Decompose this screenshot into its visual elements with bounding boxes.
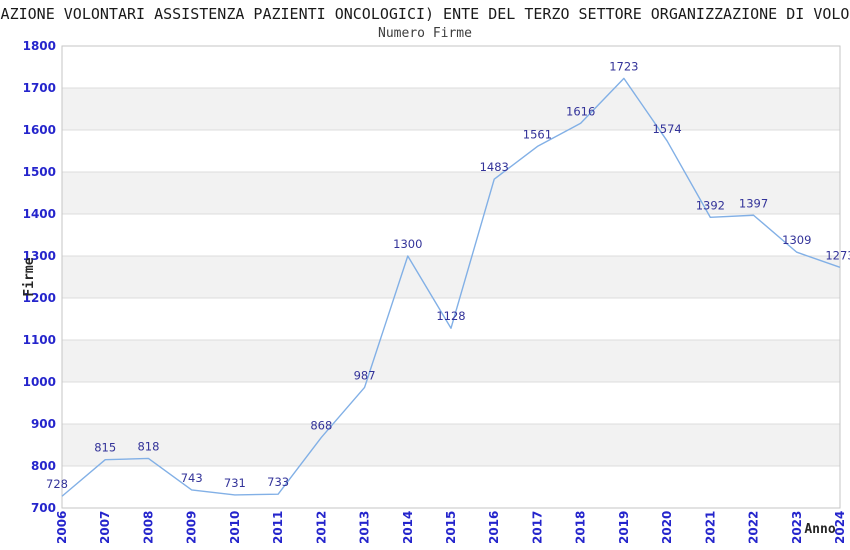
y-tick-label: 1800 — [23, 39, 56, 53]
plot-border — [61, 45, 841, 509]
x-tick-label: 2006 — [55, 511, 69, 544]
chart-title: IAZIONE VOLONTARI ASSISTENZA PAZIENTI ON… — [0, 5, 850, 23]
x-tick-label: 2010 — [228, 511, 242, 544]
data-point-label: 1483 — [480, 160, 509, 174]
data-point-label: 1300 — [393, 237, 422, 251]
band-row — [62, 88, 840, 130]
data-point-label: 1309 — [782, 233, 811, 247]
y-tick-label: 1300 — [23, 249, 56, 263]
y-tick-label: 1100 — [23, 333, 56, 347]
x-tick-label: 2017 — [530, 511, 544, 544]
band-row — [62, 340, 840, 382]
data-point-label: 728 — [46, 477, 68, 491]
x-tick-label: 2016 — [487, 511, 501, 544]
x-tick-label: 2013 — [358, 511, 372, 544]
y-tick-label: 800 — [31, 459, 56, 473]
data-point-label: 1273 — [825, 248, 850, 262]
data-point-label: 987 — [354, 368, 376, 382]
x-tick-label: 2018 — [574, 511, 588, 544]
x-tick-label: 2021 — [703, 511, 717, 544]
data-point-label: 1616 — [566, 104, 595, 118]
y-tick-label: 1700 — [23, 81, 56, 95]
x-tick-label: 2009 — [185, 511, 199, 544]
band-row — [62, 172, 840, 214]
y-tick-label: 1500 — [23, 165, 56, 179]
x-tick-label: 2012 — [314, 511, 328, 544]
y-tick-label: 700 — [31, 501, 56, 515]
y-axis-title: Firme — [22, 257, 37, 296]
x-tick-label: 2019 — [617, 511, 631, 544]
x-tick-label: 2011 — [271, 511, 285, 544]
data-point-label: 815 — [94, 441, 116, 455]
x-tick-label: 2024 — [833, 511, 847, 544]
data-point-label: 733 — [267, 475, 289, 489]
x-tick-label: 2015 — [444, 511, 458, 544]
x-tick-label: 2020 — [660, 511, 674, 544]
x-tick-label: 2014 — [401, 511, 415, 544]
data-point-label: 743 — [181, 471, 203, 485]
data-line — [61, 77, 841, 497]
data-point-label: 1574 — [652, 122, 681, 136]
y-tick-label: 1600 — [23, 123, 56, 137]
data-point-label: 1561 — [523, 127, 552, 141]
data-point-label: 818 — [137, 439, 159, 453]
data-point-label: 1392 — [696, 198, 725, 212]
y-tick-label: 1400 — [23, 207, 56, 221]
band-row — [62, 256, 840, 298]
y-tick-label: 1000 — [23, 375, 56, 389]
x-tick-label: 2023 — [790, 511, 804, 544]
x-axis-title: Anno — [804, 522, 835, 537]
data-point-label: 1397 — [739, 196, 768, 210]
y-tick-label: 1200 — [23, 291, 56, 305]
x-tick-label: 2008 — [141, 511, 155, 544]
y-tick-label: 900 — [31, 417, 56, 431]
band-row — [62, 424, 840, 466]
data-point-label: 1723 — [609, 59, 638, 73]
data-point-label: 731 — [224, 476, 246, 490]
chart-subtitle: Numero Firme — [378, 26, 472, 41]
data-point-label: 1128 — [436, 309, 465, 323]
x-tick-label: 2007 — [98, 511, 112, 544]
data-point-label: 868 — [310, 418, 332, 432]
x-tick-label: 2022 — [747, 511, 761, 544]
